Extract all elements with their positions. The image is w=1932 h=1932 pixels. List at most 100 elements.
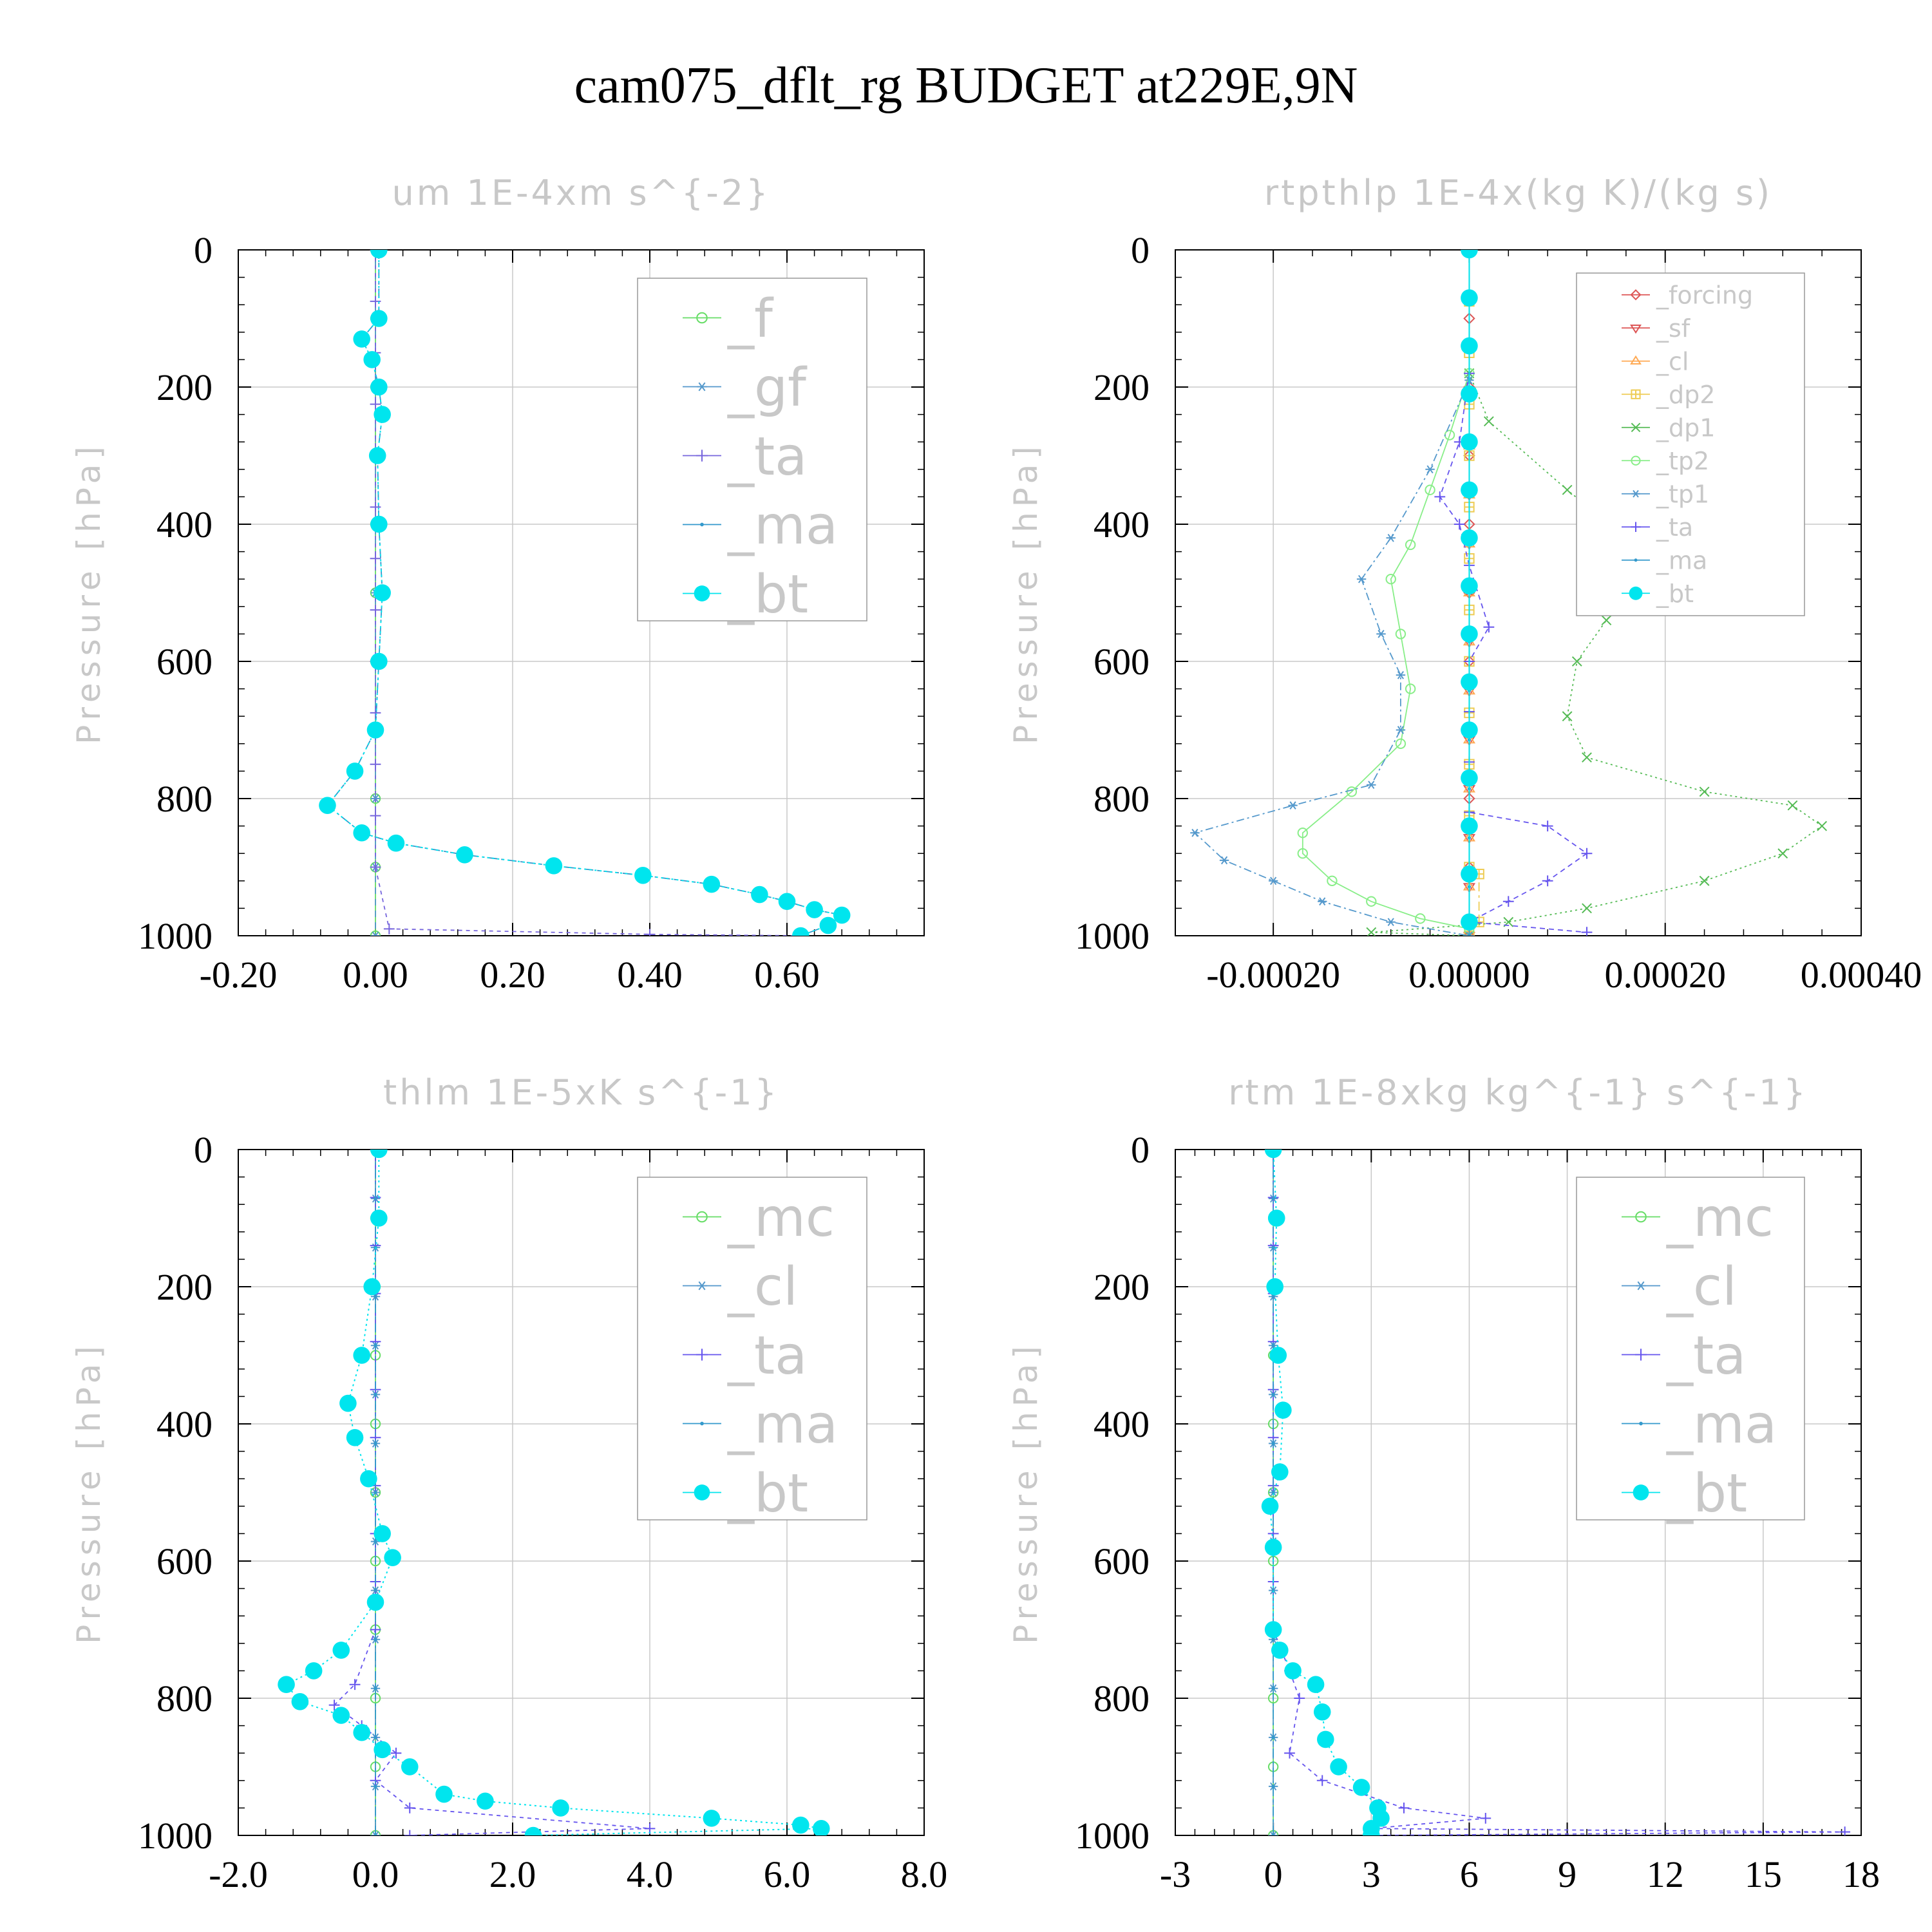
- x-tick-label: 18: [1842, 1853, 1880, 1895]
- data-point: [703, 1810, 721, 1827]
- data-point: [1271, 1785, 1275, 1788]
- data-point: [1582, 903, 1592, 914]
- legend-marker: [696, 1211, 708, 1223]
- series_ta: [1434, 368, 1593, 936]
- data-point: [366, 721, 384, 739]
- legend-label: _forcing: [1656, 281, 1753, 309]
- data-point: [1461, 865, 1478, 883]
- legend-label: _cl: [1666, 1256, 1737, 1318]
- data-point: [1839, 1826, 1851, 1835]
- legend-marker: [700, 1421, 704, 1426]
- data-point: [1386, 533, 1396, 542]
- data-point: [332, 1707, 350, 1724]
- legend-label: _tp1: [1656, 480, 1709, 508]
- data-point: [370, 399, 381, 410]
- data-point: [1271, 1687, 1275, 1690]
- data-point: [1271, 1441, 1275, 1446]
- y-tick-label: 600: [1094, 641, 1150, 683]
- x-tick-label: 2.0: [489, 1853, 536, 1895]
- legend-label: _dp2: [1656, 381, 1715, 409]
- chart-panel-4: -3 0 3 6 9 12 15 18 0 200 400 600 800 1000 rtm 1E-8xkg…: [1007, 1072, 1880, 1895]
- x-tick-label: 4.0: [627, 1853, 674, 1895]
- legend-label: _bt: [727, 564, 808, 625]
- data-point: [370, 1209, 388, 1227]
- x-tick-label: 0.40: [617, 954, 683, 996]
- data-point: [1313, 1703, 1331, 1721]
- y-tick-label: 1000: [1075, 915, 1150, 957]
- data-point: [1366, 896, 1377, 907]
- data-point: [1562, 484, 1573, 495]
- y-tick-label: 400: [156, 504, 213, 545]
- data-point: [370, 759, 381, 770]
- data-point: [363, 351, 381, 368]
- data-point: [1271, 1638, 1275, 1642]
- data-point: [370, 378, 388, 396]
- series_ma: [374, 1150, 377, 1835]
- data-point: [819, 916, 837, 934]
- legend-label: _bt: [1666, 1463, 1747, 1524]
- series_bt: [319, 250, 851, 936]
- data-point: [1461, 769, 1478, 787]
- data-point: [1264, 1539, 1282, 1556]
- legend-marker: [694, 585, 710, 601]
- x-tick-label: 0.60: [754, 954, 820, 996]
- legend-label: _ma: [1656, 546, 1707, 574]
- data-point: [384, 1549, 401, 1566]
- data-point: [1219, 856, 1229, 865]
- data-point: [1461, 577, 1478, 595]
- data-point: [1461, 529, 1478, 547]
- data-point: [374, 406, 391, 423]
- legend-marker: [1635, 1211, 1647, 1223]
- legend-label: _cl: [727, 1256, 798, 1318]
- data-point: [305, 1662, 323, 1680]
- y-axis-label: Pressure [hPa]: [1007, 1341, 1045, 1644]
- legend-marker: [1631, 389, 1641, 399]
- legend-marker: [1634, 1349, 1647, 1361]
- legend-marker: [1639, 1421, 1643, 1426]
- data-point: [374, 1785, 377, 1788]
- data-point: [374, 1638, 377, 1642]
- data-point: [1327, 875, 1338, 887]
- y-tick-label: 400: [1094, 504, 1150, 545]
- data-point: [703, 875, 721, 893]
- legend: _f _gf _ta _ma _bt: [637, 278, 867, 625]
- x-tick-label: 15: [1745, 1853, 1782, 1895]
- data-point: [353, 1347, 370, 1364]
- data-point: [366, 1593, 384, 1611]
- data-point: [370, 810, 381, 822]
- data-point: [374, 1736, 377, 1739]
- y-axis-label: Pressure [hPa]: [70, 1341, 108, 1644]
- data-point: [1699, 786, 1710, 797]
- data-point: [1581, 927, 1593, 936]
- data-point: [339, 1394, 357, 1412]
- y-tick-label: 400: [1094, 1403, 1150, 1445]
- data-point: [1274, 1401, 1292, 1419]
- legend-marker: [1629, 586, 1643, 600]
- data-point: [370, 931, 381, 936]
- data-point: [1395, 738, 1406, 750]
- legend-marker: [696, 1349, 708, 1361]
- data-point: [374, 1833, 377, 1835]
- x-tick-label: 9: [1558, 1853, 1577, 1895]
- data-point: [1601, 615, 1612, 626]
- data-point: [634, 866, 652, 884]
- data-point: [1271, 1833, 1275, 1835]
- y-axis-label: Pressure [hPa]: [1007, 441, 1045, 744]
- x-tick-label: 3: [1362, 1853, 1381, 1895]
- x-tick-label: 0.0: [352, 1853, 399, 1895]
- data-point: [370, 862, 381, 873]
- y-tick-label: 1000: [1075, 1815, 1150, 1857]
- data-point: [833, 906, 851, 924]
- data-point: [1297, 828, 1308, 838]
- data-point: [1461, 337, 1478, 355]
- data-point: [1461, 289, 1478, 307]
- data-point: [1502, 896, 1514, 907]
- data-point: [1271, 1736, 1275, 1739]
- y-tick-label: 400: [156, 1403, 213, 1445]
- legend-label: _f: [727, 289, 774, 350]
- data-point: [792, 1816, 810, 1834]
- data-point: [1542, 820, 1553, 831]
- data-point: [1464, 931, 1474, 936]
- data-point: [374, 1392, 377, 1396]
- data-point: [374, 1525, 391, 1542]
